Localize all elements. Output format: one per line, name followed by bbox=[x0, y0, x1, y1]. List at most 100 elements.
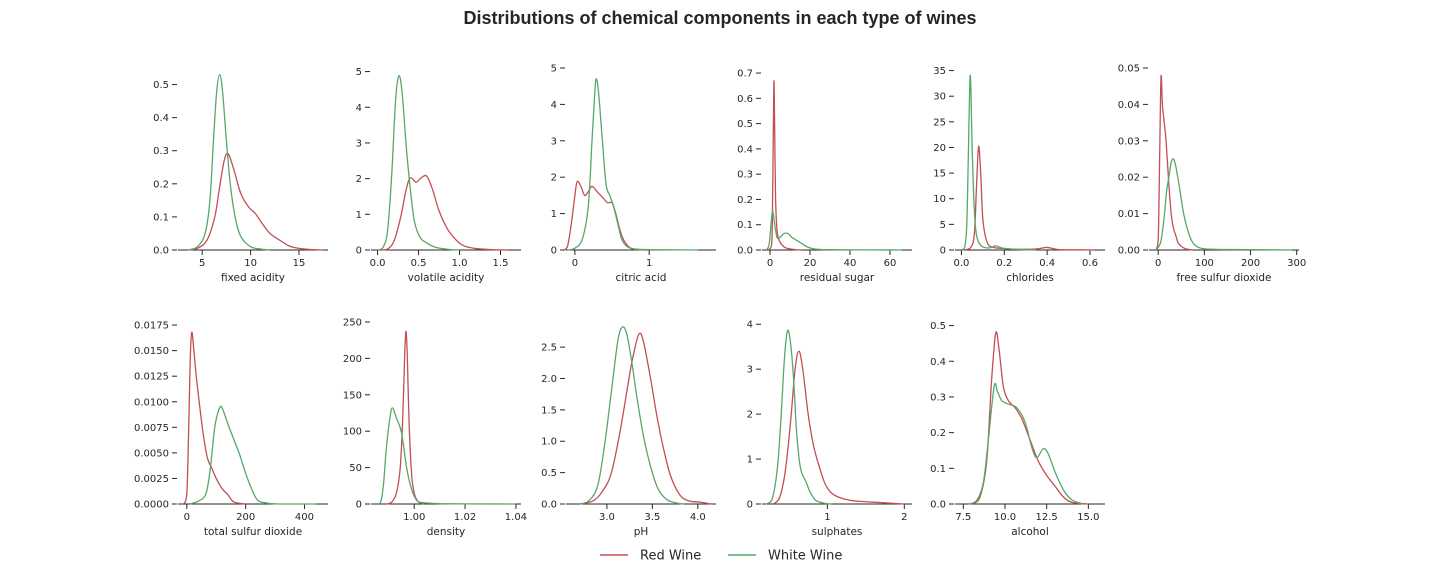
y-tick-label: 1.5 bbox=[541, 405, 557, 416]
y-tick-label: 30 bbox=[933, 92, 946, 103]
y-tick-label: 0.7 bbox=[737, 69, 753, 80]
y-tick-label: 0 bbox=[356, 246, 362, 257]
y-tick-label: 0.3 bbox=[153, 146, 169, 157]
x-axis-label: chlorides bbox=[1006, 272, 1054, 284]
y-tick-label: 0.02 bbox=[1118, 173, 1140, 184]
y-tick-label: 0.00 bbox=[1118, 246, 1140, 257]
density-line-red-wine bbox=[773, 350, 905, 505]
x-axis-label: fixed acidity bbox=[221, 272, 285, 284]
x-axis-label: citric acid bbox=[616, 272, 667, 284]
y-tick-label: 0.5 bbox=[930, 321, 946, 332]
x-tick-label: 1.0 bbox=[452, 258, 468, 269]
x-axis-label: residual sugar bbox=[800, 272, 875, 284]
y-tick-label: 0.0 bbox=[930, 500, 946, 511]
x-tick-label: 0 bbox=[184, 512, 190, 523]
x-tick-label: 10.0 bbox=[994, 512, 1016, 523]
x-tick-label: 0 bbox=[767, 258, 773, 269]
y-tick-label: 0.0125 bbox=[134, 372, 169, 383]
subplot-residual-sugar: 0.0 0.1 0.2 0.3 0.4 0.5 0.6 0.7 0 20 40 60 residual … bbox=[737, 64, 912, 284]
density-line-white-wine bbox=[1155, 158, 1293, 251]
y-tick-label: 4 bbox=[551, 100, 557, 111]
density-line-red-wine bbox=[1155, 74, 1193, 251]
y-tick-label: 0.5 bbox=[153, 80, 169, 91]
density-line-red-wine bbox=[386, 330, 425, 505]
chart-title: Distributions of chemical components in … bbox=[463, 8, 977, 28]
x-axis-label: density bbox=[427, 526, 466, 538]
x-axis-label: sulphates bbox=[812, 526, 863, 538]
y-tick-label: 35 bbox=[933, 66, 946, 77]
y-tick-label: 2.0 bbox=[541, 374, 557, 385]
y-tick-label: 0.4 bbox=[930, 357, 946, 368]
x-tick-label: 7.5 bbox=[955, 512, 971, 523]
x-axis-label: volatile acidity bbox=[408, 272, 485, 284]
x-tick-label: 0.4 bbox=[1039, 258, 1055, 269]
x-tick-label: 12.5 bbox=[1036, 512, 1058, 523]
y-tick-label: 1 bbox=[747, 455, 753, 466]
x-tick-label: 1 bbox=[824, 512, 830, 523]
x-axis-label: pH bbox=[634, 526, 649, 538]
y-tick-label: 0.3 bbox=[737, 170, 753, 181]
x-tick-label: 100 bbox=[1195, 258, 1214, 269]
subplot-total-sulfur-dioxide: 0.0000 0.0025 0.0050 0.0075 0.0100 0.0125 0.01… bbox=[134, 318, 328, 538]
x-tick-label: 15 bbox=[293, 258, 306, 269]
density-line-white-wine bbox=[765, 210, 903, 251]
density-line-red-wine bbox=[187, 152, 324, 251]
y-tick-label: 4 bbox=[747, 320, 753, 331]
y-tick-label: 15 bbox=[933, 169, 946, 180]
legend-label: Red Wine bbox=[640, 549, 701, 564]
y-tick-label: 0.05 bbox=[1118, 64, 1140, 75]
subplot-sulphates: 0 1 2 3 4 1 2 sulphates bbox=[747, 318, 912, 538]
y-tick-label: 25 bbox=[933, 117, 946, 128]
x-tick-label: 300 bbox=[1287, 258, 1306, 269]
legend: Red Wine White Wine bbox=[600, 549, 842, 564]
x-tick-label: 0.0 bbox=[370, 258, 386, 269]
subplot-free-sulfur-dioxide: 0.00 0.01 0.02 0.03 0.04 0.05 0 100 200 300 free s… bbox=[1118, 64, 1307, 285]
x-tick-label: 0.5 bbox=[411, 258, 427, 269]
y-tick-label: 0.0025 bbox=[134, 474, 169, 485]
y-tick-label: 20 bbox=[933, 143, 946, 154]
density-line-white-wine bbox=[968, 382, 1084, 505]
density-line-white-wine bbox=[579, 326, 685, 505]
x-tick-label: 3.0 bbox=[599, 512, 615, 523]
x-tick-label: 0 bbox=[1155, 258, 1161, 269]
x-tick-label: 4.0 bbox=[690, 512, 706, 523]
y-tick-label: 2.5 bbox=[541, 343, 557, 354]
y-tick-label: 0.1 bbox=[737, 220, 753, 231]
y-tick-label: 0.1 bbox=[930, 464, 946, 475]
y-tick-label: 50 bbox=[349, 463, 362, 474]
y-tick-label: 0.0000 bbox=[134, 500, 169, 511]
y-tick-label: 0.0 bbox=[737, 246, 753, 257]
subplot-density: 0 50 100 150 200 250 1.00 1.02 1.04 density bbox=[343, 318, 527, 539]
density-line-white-wine bbox=[189, 405, 317, 505]
y-tick-label: 0.04 bbox=[1118, 100, 1140, 111]
x-tick-label: 1 bbox=[646, 258, 652, 269]
density-line-red-wine bbox=[579, 332, 712, 505]
x-tick-label: 1.00 bbox=[403, 512, 425, 523]
y-tick-label: 150 bbox=[343, 390, 362, 401]
subplot-citric-acid: 0 1 2 3 4 5 0 1 citric acid bbox=[551, 64, 716, 284]
density-line-red-wine bbox=[381, 174, 509, 251]
x-tick-label: 0.6 bbox=[1082, 258, 1098, 269]
y-tick-label: 0.5 bbox=[737, 119, 753, 130]
y-tick-label: 0.0150 bbox=[134, 346, 169, 357]
y-tick-label: 0.0 bbox=[153, 246, 169, 257]
y-tick-label: 0.03 bbox=[1118, 136, 1140, 147]
y-tick-label: 0.0050 bbox=[134, 448, 169, 459]
density-line-white-wine bbox=[377, 75, 460, 251]
y-tick-label: 3 bbox=[747, 365, 753, 376]
density-line-white-wine bbox=[378, 407, 516, 505]
x-tick-label: 60 bbox=[884, 258, 897, 269]
subplot-ph: 0.0 0.5 1.0 1.5 2.0 2.5 3.0 3.5 4.0 pH bbox=[541, 318, 716, 538]
y-tick-label: 0.0075 bbox=[134, 423, 169, 434]
x-tick-label: 400 bbox=[295, 512, 314, 523]
y-tick-label: 0.2 bbox=[737, 195, 753, 206]
y-tick-label: 0.0 bbox=[541, 500, 557, 511]
density-line-white-wine bbox=[961, 74, 1037, 251]
y-tick-label: 2 bbox=[747, 410, 753, 421]
density-line-red-wine bbox=[183, 331, 246, 505]
density-line-red-wine bbox=[563, 180, 650, 251]
y-tick-label: 0.4 bbox=[153, 113, 169, 124]
y-tick-label: 0 bbox=[551, 246, 557, 257]
y-tick-label: 3 bbox=[551, 136, 557, 147]
